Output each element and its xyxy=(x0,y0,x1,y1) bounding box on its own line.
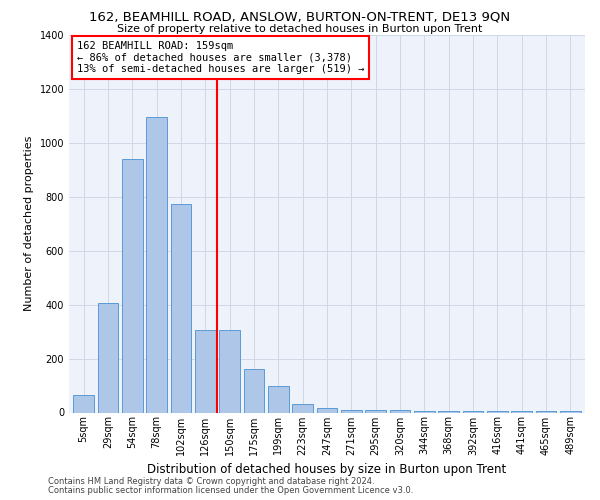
Bar xyxy=(244,370,265,412)
Bar xyxy=(98,304,118,412)
Bar xyxy=(341,410,362,412)
Bar xyxy=(317,408,337,412)
Bar xyxy=(122,159,143,412)
Bar xyxy=(170,204,191,412)
Bar xyxy=(487,411,508,412)
Bar xyxy=(439,411,459,412)
Bar xyxy=(511,411,532,412)
Text: 162 BEAMHILL ROAD: 159sqm
← 86% of detached houses are smaller (3,378)
13% of se: 162 BEAMHILL ROAD: 159sqm ← 86% of detac… xyxy=(77,40,364,74)
Bar xyxy=(73,395,94,412)
Text: Contains public sector information licensed under the Open Government Licence v3: Contains public sector information licen… xyxy=(48,486,413,495)
Bar xyxy=(195,330,215,412)
Bar xyxy=(146,117,167,412)
Bar xyxy=(365,410,386,412)
Text: Size of property relative to detached houses in Burton upon Trent: Size of property relative to detached ho… xyxy=(118,24,482,34)
Bar xyxy=(414,411,435,412)
Bar xyxy=(292,404,313,412)
Bar xyxy=(560,411,581,412)
X-axis label: Distribution of detached houses by size in Burton upon Trent: Distribution of detached houses by size … xyxy=(148,463,506,476)
Text: 162, BEAMHILL ROAD, ANSLOW, BURTON-ON-TRENT, DE13 9QN: 162, BEAMHILL ROAD, ANSLOW, BURTON-ON-TR… xyxy=(89,11,511,24)
Bar xyxy=(463,411,484,412)
Bar xyxy=(536,411,556,412)
Bar xyxy=(219,330,240,412)
Bar xyxy=(389,410,410,412)
Text: Contains HM Land Registry data © Crown copyright and database right 2024.: Contains HM Land Registry data © Crown c… xyxy=(48,477,374,486)
Bar xyxy=(268,386,289,412)
Y-axis label: Number of detached properties: Number of detached properties xyxy=(24,136,34,312)
